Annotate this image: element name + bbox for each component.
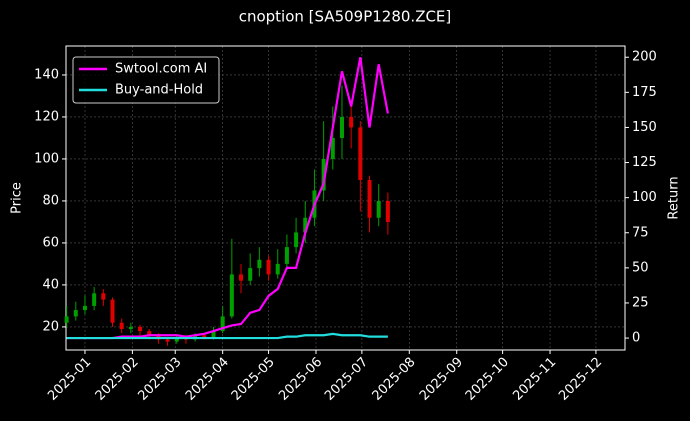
y-tick-label: 20 xyxy=(42,319,59,334)
y2-tick-label: 50 xyxy=(632,260,649,275)
y2-tick-label: 75 xyxy=(632,225,649,240)
candle-body xyxy=(330,137,335,159)
series-line xyxy=(66,57,389,340)
candle-body xyxy=(284,247,289,264)
candle-body xyxy=(202,335,207,338)
candle-body xyxy=(165,339,170,342)
candle-body xyxy=(82,305,87,311)
y2-tick-label: 0 xyxy=(632,331,640,346)
candle-body xyxy=(257,259,262,269)
candle-body xyxy=(119,322,124,330)
y-tick-label: 100 xyxy=(34,151,59,166)
legend-box xyxy=(72,56,220,104)
candle-body xyxy=(229,274,234,317)
legend-label: Swtool.com AI xyxy=(115,62,207,77)
candle-body xyxy=(138,326,143,332)
candle-body xyxy=(110,299,115,323)
y-tick-label: 60 xyxy=(42,235,59,250)
candle-body xyxy=(220,316,225,332)
candle-body xyxy=(128,326,133,330)
candle-body xyxy=(294,232,299,248)
chart-title: cnoption [SA509P1280.ZCE] xyxy=(239,8,452,26)
y-tick-label: 140 xyxy=(34,67,59,82)
candle-body xyxy=(339,116,344,138)
candle-body xyxy=(275,263,280,275)
y2-tick-label: 150 xyxy=(632,120,657,135)
candle-body xyxy=(147,331,152,336)
candle-body xyxy=(358,127,363,180)
y2-tick-label: 100 xyxy=(632,190,657,205)
y2-tick-label: 125 xyxy=(632,155,657,170)
candle-body xyxy=(303,217,308,233)
y-tick-label: 80 xyxy=(42,193,59,208)
candle-body xyxy=(248,268,253,281)
y2-tick-label: 25 xyxy=(632,295,649,310)
candle-body xyxy=(73,310,78,317)
candle-body xyxy=(239,274,244,281)
y2-tick-label: 200 xyxy=(632,50,657,65)
series-line xyxy=(66,332,388,340)
candle-body xyxy=(349,116,354,128)
y-axis-label: Price xyxy=(10,182,25,214)
candle-body xyxy=(266,259,271,275)
candle-body xyxy=(321,158,326,191)
plot-frame xyxy=(65,45,626,351)
candle-body xyxy=(211,331,216,338)
candle-body xyxy=(101,293,106,300)
y-tick-label: 120 xyxy=(34,109,59,124)
legend-label: Buy-and-Hold xyxy=(115,83,203,98)
candle-body xyxy=(64,316,69,323)
y2-tick-label: 175 xyxy=(632,85,657,100)
y2-axis-label: Return xyxy=(667,176,682,219)
candle-body xyxy=(174,337,179,342)
candle-body xyxy=(385,200,390,222)
candle-body xyxy=(92,293,97,306)
candle-body xyxy=(367,179,372,218)
candle-body xyxy=(376,200,381,218)
y-tick-label: 40 xyxy=(42,277,59,292)
